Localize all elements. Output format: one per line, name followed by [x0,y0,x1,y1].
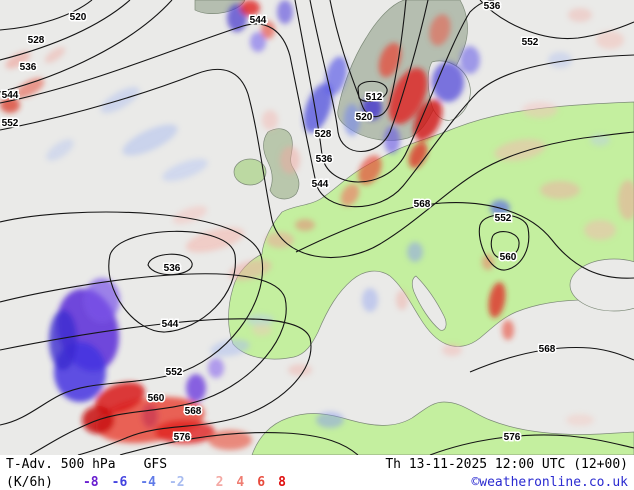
contour-552-ridge [478,214,530,271]
contour-560-cutoff [0,273,287,455]
scale-value: 2 [215,474,224,490]
scale-value: 8 [278,474,286,490]
contour-label: 576 [174,432,191,443]
contour-label: 536 [484,1,501,12]
scale-value: -4 [140,474,156,490]
contour-536-cutoff [147,253,193,276]
contour-label: 520 [356,112,373,123]
contour-552-cutoff [0,211,264,426]
contour-label: 536 [316,154,333,165]
contour-560-ridge [490,231,520,259]
scale-value: 4 [236,474,245,490]
black-sea [569,258,634,312]
contour-552-topright [479,0,634,40]
north-africa-land [251,401,634,455]
contour-label: 552 [522,37,539,48]
chart-info-bar: T-Adv. 500 hPa GFS Th 13-11-2025 12:00 U… [0,455,634,490]
contour-label: 560 [500,252,517,263]
ireland-land [233,158,267,186]
contour-label: 520 [70,12,87,23]
contour-536-west [0,0,173,93]
scale-value: -2 [168,474,185,490]
contour-528-west [0,0,131,61]
contour-label: 576 [504,432,521,443]
contour-552-long [0,68,634,259]
contour-576-southwest [119,432,359,455]
scale-value: 6 [257,474,266,490]
model-label: GFS [143,456,168,472]
contour-label: 568 [185,406,202,417]
contour-544-cutoff [108,230,236,333]
contour-544-long [0,23,634,208]
iceland-land [194,0,246,14]
contour-576-southeast [429,434,634,455]
scale-value: -8 [82,474,99,490]
adriatic-sea [411,275,447,331]
chart-title-row: T-Adv. 500 hPa GFS Th 13-11-2025 12:00 U… [0,455,634,473]
contour-label: 568 [414,199,431,210]
contour-528-trough [309,0,429,153]
contour-label: 552 [166,367,183,378]
contour-label: 568 [539,344,556,355]
contour-568-east [295,202,634,279]
product-label: T-Adv. 500 hPa [6,456,116,472]
contour-label: 528 [28,35,45,46]
scale-value: -6 [111,474,128,490]
contour-512-closed [357,80,388,102]
contour-label: 544 [162,319,179,330]
advection-scale: -8 -6 -4 -2 2 4 6 8 [83,475,286,490]
geopotential-contours [0,0,634,455]
contour-536-trough [294,0,495,183]
contour-label: 536 [164,263,181,274]
copyright-label[interactable]: ©weatheronline.co.uk [471,474,628,490]
t-advection-map-image: 520 528 536 544 552 544 512 520 528 536 544 536 552 5… [0,0,634,455]
contour-label: 560 [148,393,165,404]
contour-label: 552 [2,118,19,129]
contour-568-balkans [469,346,634,373]
contour-label: 544 [312,179,329,190]
units-label: (K/6h) [6,474,53,490]
contour-label: 512 [366,92,383,103]
contour-520-west [0,0,93,31]
contour-568-southwest [0,318,312,455]
weather-map: 520 528 536 544 552 544 512 520 528 536 544 536 552 5… [0,0,634,455]
contour-label: 552 [495,213,512,224]
datetime-label: Th 13-11-2025 12:00 UTC (12+00) [385,456,628,472]
contour-label: 528 [315,129,332,140]
contour-520-trough [329,0,407,118]
contour-label: 536 [20,62,37,73]
chart-legend-row: (K/6h) -8 -6 -4 -2 2 4 6 8 ©weatheronline.co.uk [0,473,634,490]
advection-shading [0,0,634,450]
contour-label: 544 [2,90,19,101]
contour-label: 544 [250,15,267,26]
